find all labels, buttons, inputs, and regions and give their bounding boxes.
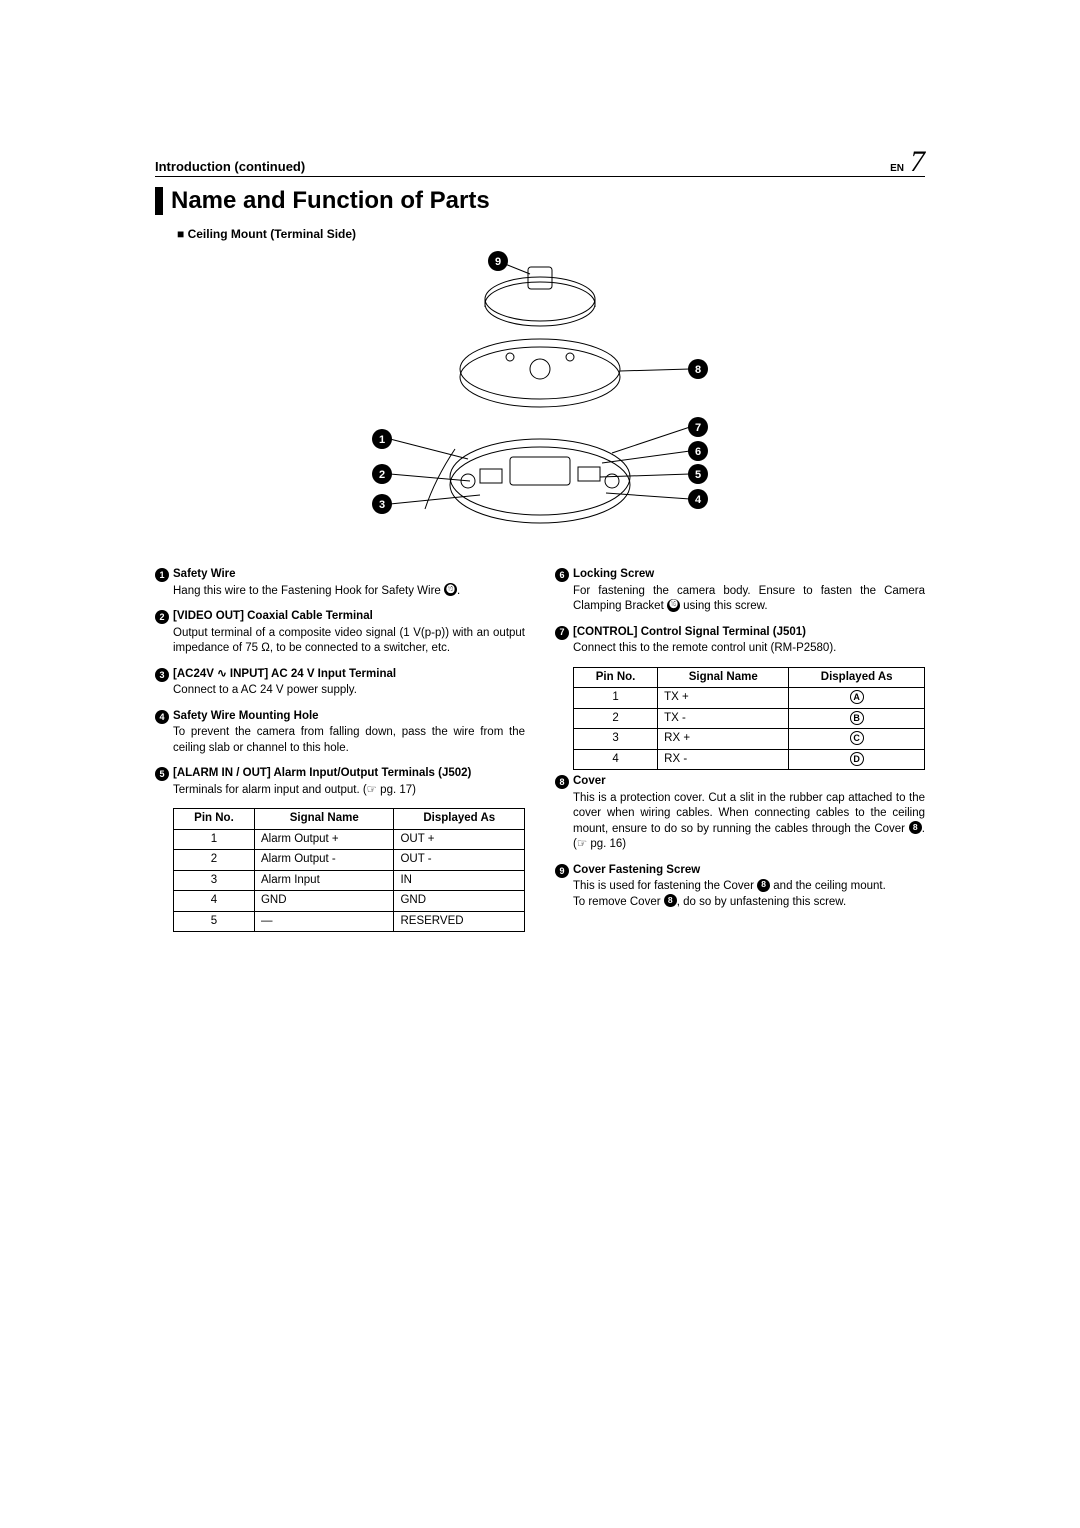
svg-text:3: 3 <box>379 499 385 511</box>
callout-badge: 4 <box>155 710 169 724</box>
callout-badge: 6 <box>555 568 569 582</box>
right-column: 6 Locking ScrewFor fastening the camera b… <box>555 567 925 936</box>
callout-badge: 1 <box>155 568 169 582</box>
item-body: Terminals for alarm input and output. (☞… <box>173 783 525 799</box>
svg-text:6: 6 <box>695 446 701 458</box>
table-header: Displayed As <box>789 667 925 688</box>
table-row: 3Alarm InputIN <box>174 870 525 891</box>
table-row: 4RX -D <box>574 749 925 770</box>
item-title: Safety Wire Mounting Hole <box>173 709 319 725</box>
svg-text:5: 5 <box>695 469 701 481</box>
table-header: Signal Name <box>658 667 789 688</box>
parts-item: 7 [CONTROL] Control Signal Terminal (J501… <box>555 625 925 657</box>
parts-item: 5 [ALARM IN / OUT] Alarm Input/Output Ter… <box>155 766 525 798</box>
item-title: [CONTROL] Control Signal Terminal (J501) <box>573 625 806 641</box>
item-title: Locking Screw <box>573 567 654 583</box>
item-body: To prevent the camera from falling down,… <box>173 725 525 756</box>
item-body: This is a protection cover. Cut a slit i… <box>573 791 925 853</box>
parts-item: 4 Safety Wire Mounting HoleTo prevent the… <box>155 709 525 757</box>
svg-text:1: 1 <box>379 434 385 446</box>
alarm-pin-table: Pin No.Signal NameDisplayed As 1Alarm Ou… <box>173 808 525 932</box>
item-body: Connect to a AC 24 V power supply. <box>173 683 525 699</box>
item-head: 9 Cover Fastening Screw <box>555 863 925 879</box>
parts-item: 6 Locking ScrewFor fastening the camera b… <box>555 567 925 615</box>
parts-item: 9 Cover Fastening ScrewThis is used for f… <box>555 863 925 911</box>
page-indicator: EN 7 <box>890 150 925 174</box>
item-head: 2 [VIDEO OUT] Coaxial Cable Terminal <box>155 609 525 625</box>
callout-badge: 9 <box>555 864 569 878</box>
item-title: [ALARM IN / OUT] Alarm Input/Output Term… <box>173 766 471 782</box>
table-row: 2TX -B <box>574 708 925 729</box>
table-row: 1Alarm Output +OUT + <box>174 829 525 850</box>
parts-item: 8 CoverThis is a protection cover. Cut a … <box>555 774 925 853</box>
callout-badge: 8 <box>555 775 569 789</box>
page-number: 7 <box>910 150 925 174</box>
svg-text:8: 8 <box>695 364 701 376</box>
subhead: Ceiling Mount (Terminal Side) <box>177 227 925 241</box>
circled-letter: A <box>850 690 864 704</box>
item-head: 4 Safety Wire Mounting Hole <box>155 709 525 725</box>
callout-badge: 7 <box>555 626 569 640</box>
intro-label: Introduction (continued) <box>155 159 305 174</box>
circled-letter: D <box>850 752 864 766</box>
table-header: Pin No. <box>174 809 255 830</box>
parts-diagram: 1 2 3 4 5 6 7 8 9 <box>155 249 925 549</box>
table-row: 4GNDGND <box>174 891 525 912</box>
parts-item: 3 [AC24V ∿ INPUT] AC 24 V Input TerminalC… <box>155 667 525 699</box>
table-header: Signal Name <box>254 809 394 830</box>
item-title: Cover <box>573 774 606 790</box>
circled-letter: B <box>850 711 864 725</box>
item-head: 5 [ALARM IN / OUT] Alarm Input/Output Ter… <box>155 766 525 782</box>
parts-item: 2 [VIDEO OUT] Coaxial Cable TerminalOutpu… <box>155 609 525 657</box>
section-title: Name and Function of Parts <box>155 187 925 215</box>
columns: 1 Safety WireHang this wire to the Fasten… <box>155 567 925 936</box>
callout-badge: 2 <box>155 610 169 624</box>
table-header: Pin No. <box>574 667 658 688</box>
item-head: 6 Locking Screw <box>555 567 925 583</box>
item-title: [AC24V ∿ INPUT] AC 24 V Input Terminal <box>173 667 396 683</box>
circled-letter: C <box>850 731 864 745</box>
table-row: 3RX +C <box>574 729 925 750</box>
table-header: Displayed As <box>394 809 525 830</box>
item-body: Connect this to the remote control unit … <box>573 641 925 657</box>
svg-text:7: 7 <box>695 422 701 434</box>
item-head: 8 Cover <box>555 774 925 790</box>
item-title: Safety Wire <box>173 567 236 583</box>
parts-item: 1 Safety WireHang this wire to the Fasten… <box>155 567 525 599</box>
svg-text:9: 9 <box>495 256 501 268</box>
item-body: Output terminal of a composite video sig… <box>173 626 525 657</box>
table-row: 2Alarm Output -OUT - <box>174 850 525 871</box>
item-title: [VIDEO OUT] Coaxial Cable Terminal <box>173 609 373 625</box>
table-row: 1TX +A <box>574 688 925 709</box>
svg-text:4: 4 <box>695 494 702 506</box>
callout-badge: 3 <box>155 668 169 682</box>
item-body: For fastening the camera body. Ensure to… <box>573 584 925 615</box>
control-pin-table: Pin No.Signal NameDisplayed As 1TX +A2TX… <box>573 667 925 771</box>
left-column: 1 Safety WireHang this wire to the Fasten… <box>155 567 525 936</box>
item-body: Hang this wire to the Fastening Hook for… <box>173 584 525 600</box>
item-head: 3 [AC24V ∿ INPUT] AC 24 V Input Terminal <box>155 667 525 683</box>
item-title: Cover Fastening Screw <box>573 863 700 879</box>
diagram-svg: 1 2 3 4 5 6 7 8 9 <box>360 249 720 549</box>
item-body: This is used for fastening the Cover 8 a… <box>573 879 925 910</box>
page-header: Introduction (continued) EN 7 <box>155 150 925 177</box>
item-head: 1 Safety Wire <box>155 567 525 583</box>
svg-text:2: 2 <box>379 469 385 481</box>
callout-badge: 5 <box>155 767 169 781</box>
lang-label: EN <box>890 163 904 174</box>
table-row: 5—RESERVED <box>174 911 525 932</box>
item-head: 7 [CONTROL] Control Signal Terminal (J501… <box>555 625 925 641</box>
